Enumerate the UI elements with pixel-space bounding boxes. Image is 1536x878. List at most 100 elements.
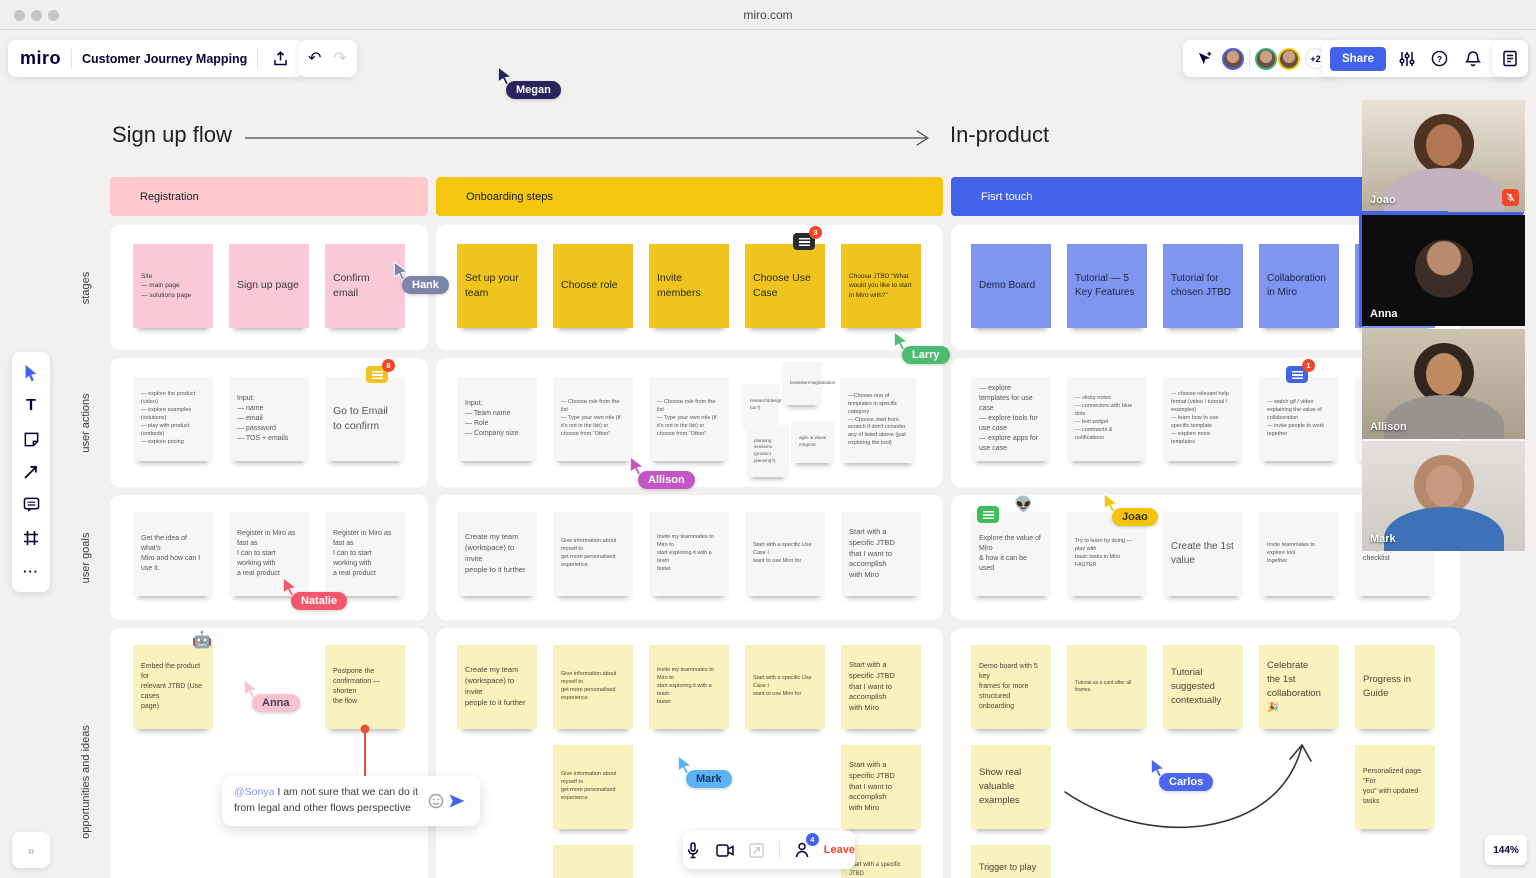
video-tile-mark[interactable]: Mark [1362, 441, 1525, 551]
sticky-note[interactable]: Start with a specific Use Case I want to… [745, 645, 825, 729]
collaborator-avatar[interactable] [1255, 47, 1277, 70]
collaborator-avatar[interactable] [1278, 47, 1300, 70]
sticky-note[interactable]: Create my team (workspace) to invite peo… [457, 645, 537, 729]
sticky-note[interactable]: — Choose role from the list — Type your … [553, 377, 633, 461]
sticky-note[interactable]: Confirm email [325, 244, 405, 328]
sticky-note[interactable]: Invite teammates to explore tool togethe… [1259, 512, 1339, 596]
flow-arrow-connector[interactable] [240, 127, 940, 149]
sticky-note[interactable]: Give information about myself to get mor… [553, 512, 633, 596]
sticky-note[interactable]: Give information about myself to get mor… [553, 645, 633, 729]
sticky-note[interactable]: Choose Use Case [745, 244, 825, 328]
sticky-note[interactable]: Start with a specific JTBD that I want t… [841, 645, 921, 729]
sticky-note[interactable]: Set up your team [457, 244, 537, 328]
camera-icon[interactable] [715, 838, 735, 862]
sticky-note[interactable]: brainstorming/ideation [782, 362, 835, 405]
reaction-emoji[interactable]: 👽 [1014, 496, 1033, 513]
sticky-note[interactable]: Start with a specific JTBD that I want t… [841, 745, 921, 829]
hand-drawn-arrow[interactable] [1040, 700, 1330, 860]
sticky-note[interactable]: — watch gif / video explaining the value… [1259, 377, 1339, 461]
sticky-note[interactable]: Collaboration in Miro [1259, 244, 1339, 328]
sticky-note[interactable]: Register in Miro as fast as I can to sta… [325, 512, 405, 596]
sticky-note[interactable]: Invite members [649, 244, 729, 328]
sticky-note-tool[interactable] [20, 428, 42, 450]
sticky-note[interactable]: Explore the value of Miro & how it can b… [971, 512, 1051, 596]
reaction-emoji[interactable]: 🤖 [192, 632, 212, 649]
sticky-note[interactable]: Choose role [553, 244, 633, 328]
window-close-button[interactable] [14, 10, 25, 21]
help-icon[interactable]: ? [1428, 47, 1452, 71]
sticky-note[interactable]: Sign up page [229, 244, 309, 328]
sticky-note[interactable]: Postpone the confirmation — shorten the … [325, 645, 405, 729]
frame-tool[interactable] [20, 527, 42, 549]
comment-tool[interactable] [20, 494, 42, 516]
sticky-note[interactable]: Invite my teammates to Miro to start exp… [649, 645, 729, 729]
more-tools-icon[interactable]: ··· [23, 563, 39, 579]
sticky-note[interactable]: Tutorial for chosen JTBD [1163, 244, 1243, 328]
follow-cursor-icon[interactable] [1193, 47, 1217, 71]
participants-icon[interactable]: 4 [792, 833, 819, 862]
sticky-note[interactable]: Invite my teammates to Miro to start exp… [649, 512, 729, 596]
board-title[interactable]: Customer Journey Mapping [82, 51, 248, 66]
sticky-note[interactable]: Go to Email to confirm [325, 377, 405, 461]
sticky-note[interactable]: —Choose one of templates in specific cat… [840, 378, 916, 463]
notes-doc-icon[interactable] [1498, 47, 1522, 71]
sticky-note[interactable]: Embed the product for relevant JTBD (Use… [133, 645, 213, 729]
expand-toolbar-button[interactable]: » [12, 832, 50, 868]
undo-icon[interactable]: ↶ [308, 49, 322, 67]
sticky-note[interactable]: Demo Board [971, 244, 1051, 328]
window-minimize-button[interactable] [31, 10, 42, 21]
sticky-note[interactable]: Input: — name — email — password — TOS +… [229, 377, 309, 461]
microphone-icon[interactable] [683, 838, 703, 862]
sticky-note[interactable]: research/design (ux?) [742, 384, 783, 426]
sticky-note[interactable]: — explore the product (video) — explore … [133, 377, 213, 461]
sticky-note[interactable]: Show real valuable examples [971, 745, 1051, 829]
export-share-icon[interactable] [268, 47, 292, 71]
video-tile-anna[interactable]: Anna [1362, 215, 1525, 326]
comment-thread-badge[interactable]: 3 [793, 226, 822, 250]
sticky-note[interactable]: Personalized page “For you” with updated… [1355, 745, 1435, 829]
comment-mention[interactable]: @Sonya [234, 786, 275, 799]
sticky-note[interactable]: Register in Miro as fast as I can to sta… [229, 512, 309, 596]
comment-thread-badge[interactable] [977, 506, 999, 523]
leave-call-button[interactable]: Leave [823, 844, 855, 856]
send-comment-icon[interactable] [446, 789, 468, 813]
settings-sliders-icon[interactable] [1395, 47, 1419, 71]
sticky-note[interactable]: Trigger to play [971, 845, 1051, 878]
collaborator-avatar[interactable] [1222, 47, 1244, 70]
sticky-note[interactable]: Tutorial as a card after all frames [1067, 645, 1147, 729]
sticky-note[interactable]: Try to learn by doing — play with basic … [1067, 512, 1147, 596]
sticky-note[interactable]: Create my team (workspace) to invite peo… [457, 512, 537, 596]
sticky-note[interactable]: Progress in Guide [1355, 645, 1435, 729]
sticky-note[interactable]: Celebrate the 1st collaboration 🎉 [1259, 645, 1339, 729]
comment-input-box[interactable]: @Sonya I am not sure that we can do it f… [222, 776, 480, 826]
sticky-note[interactable]: Input: — Team name — Role — Company size [457, 377, 537, 461]
notifications-bell-icon[interactable] [1461, 47, 1485, 71]
sticky-note[interactable]: — sticky notes — connectors with blue do… [1067, 377, 1147, 461]
connector-arrow-tool[interactable] [20, 461, 42, 483]
video-tile-allison[interactable]: Allison [1362, 329, 1525, 439]
sticky-note[interactable]: Choose JTBD “What would you like to star… [841, 244, 921, 328]
sticky-note[interactable]: Start with a specific JTBD that I want t… [841, 512, 921, 596]
flow-title-right[interactable]: In-product [950, 122, 1050, 147]
screen-share-icon[interactable] [747, 838, 767, 862]
emoji-picker-icon[interactable] [426, 789, 446, 813]
sticky-note[interactable]: Tutorial — 5 Key Features [1067, 244, 1147, 328]
sticky-note[interactable]: planning sessions (product planning?) [746, 425, 789, 477]
flow-title-left[interactable]: Sign up flow [112, 122, 232, 147]
comment-thread-badge[interactable]: 8 [366, 359, 395, 383]
sticky-note[interactable]: Create the 1st value [1163, 512, 1243, 596]
zoom-level-badge[interactable]: 144% [1485, 835, 1527, 865]
text-tool[interactable]: T [26, 397, 36, 414]
sticky-note[interactable]: — choose relevant help format (video / t… [1163, 377, 1243, 461]
window-zoom-button[interactable] [48, 10, 59, 21]
sticky-note[interactable]: Start with a specific Use Case I want to… [745, 512, 825, 596]
sticky-note[interactable]: agile & visual mngmnt [791, 421, 835, 463]
sticky-note[interactable] [553, 845, 633, 878]
sticky-note[interactable]: Tutorial suggested contextually [1163, 645, 1243, 729]
comment-thread-badge[interactable]: 1 [1286, 359, 1315, 383]
sticky-note[interactable]: Get the idea of what's Miro and how can … [133, 512, 213, 596]
sticky-note[interactable]: — Choose role from the list — Type your … [649, 377, 729, 461]
section-header-registration[interactable]: Registration [110, 177, 428, 216]
sticky-note[interactable]: — explore templates for use case — explo… [971, 377, 1051, 461]
